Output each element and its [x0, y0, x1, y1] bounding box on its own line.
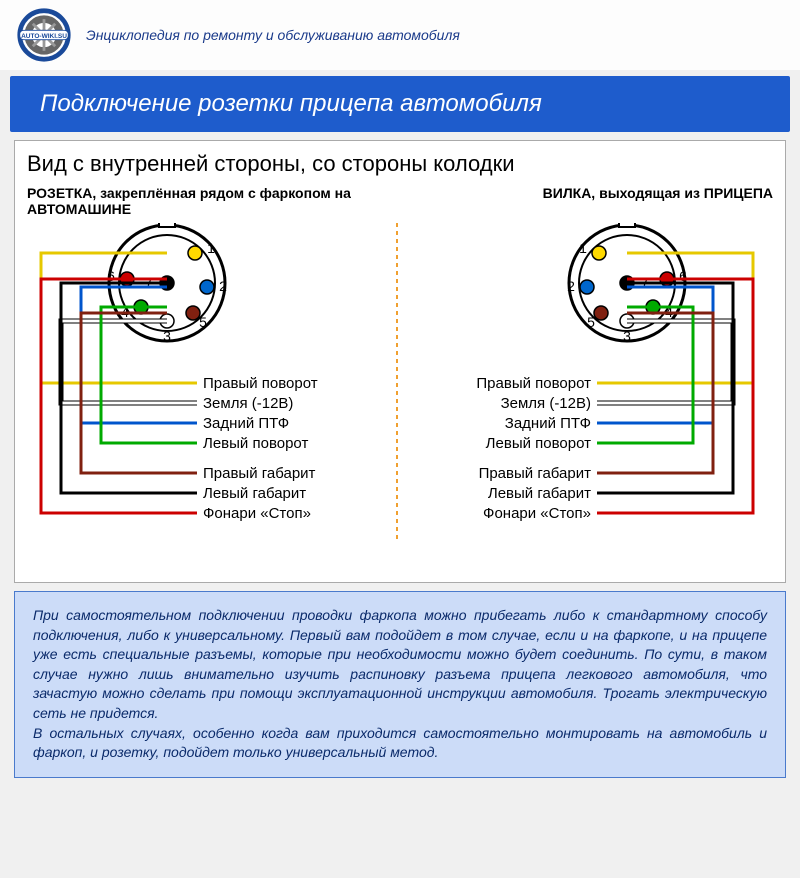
svg-text:3: 3 [163, 328, 171, 344]
svg-text:Правый поворот: Правый поворот [476, 375, 591, 392]
diagram-subtitles: РОЗЕТКА, закреплённая рядом с фаркопом н… [27, 185, 773, 217]
header-subtitle: Энциклопедия по ремонту и обслуживанию а… [86, 26, 460, 44]
svg-text:Фонари «Стоп»: Фонари «Стоп» [483, 505, 591, 522]
svg-text:2: 2 [219, 278, 227, 294]
page-header: AUTO-WIKI.SU Энциклопедия по ремонту и о… [0, 0, 800, 70]
svg-text:Левый поворот: Левый поворот [486, 435, 591, 452]
svg-text:5: 5 [587, 314, 595, 330]
svg-text:2: 2 [567, 278, 575, 294]
diagram-heading: Вид с внутренней стороны, со стороны кол… [27, 151, 773, 177]
svg-text:Левый габарит: Левый габарит [203, 485, 306, 502]
info-text-box: При самостоятельном подключении проводки… [14, 591, 786, 778]
svg-text:5: 5 [199, 314, 207, 330]
svg-text:Правый поворот: Правый поворот [203, 375, 318, 392]
svg-text:Задний ПТФ: Задний ПТФ [505, 415, 591, 432]
svg-text:Земля (-12В): Земля (-12В) [203, 395, 293, 412]
svg-text:Левый габарит: Левый габарит [488, 485, 591, 502]
wiring-svg: 1234567Правый поворотЗемля (-12В)Задний … [27, 223, 773, 563]
svg-text:1: 1 [207, 240, 215, 256]
wiring-diagram: Вид с внутренней стороны, со стороны кол… [14, 140, 786, 583]
svg-text:Левый поворот: Левый поворот [203, 435, 308, 452]
svg-text:Фонари «Стоп»: Фонари «Стоп» [203, 505, 311, 522]
left-connector-label: РОЗЕТКА, закреплённая рядом с фаркопом н… [27, 185, 385, 217]
svg-text:1: 1 [579, 240, 587, 256]
svg-text:Земля (-12В): Земля (-12В) [501, 395, 591, 412]
right-connector-label: ВИЛКА, выходящая из ПРИЦЕПА [415, 185, 773, 217]
svg-text:Задний ПТФ: Задний ПТФ [203, 415, 289, 432]
svg-text:Правый габарит: Правый габарит [479, 465, 592, 482]
svg-text:3: 3 [623, 328, 631, 344]
site-logo: AUTO-WIKI.SU [16, 7, 72, 63]
page-title: Подключение розетки прицепа автомобиля [10, 76, 790, 132]
logo-text: AUTO-WIKI.SU [21, 33, 67, 40]
svg-text:Правый габарит: Правый габарит [203, 465, 316, 482]
